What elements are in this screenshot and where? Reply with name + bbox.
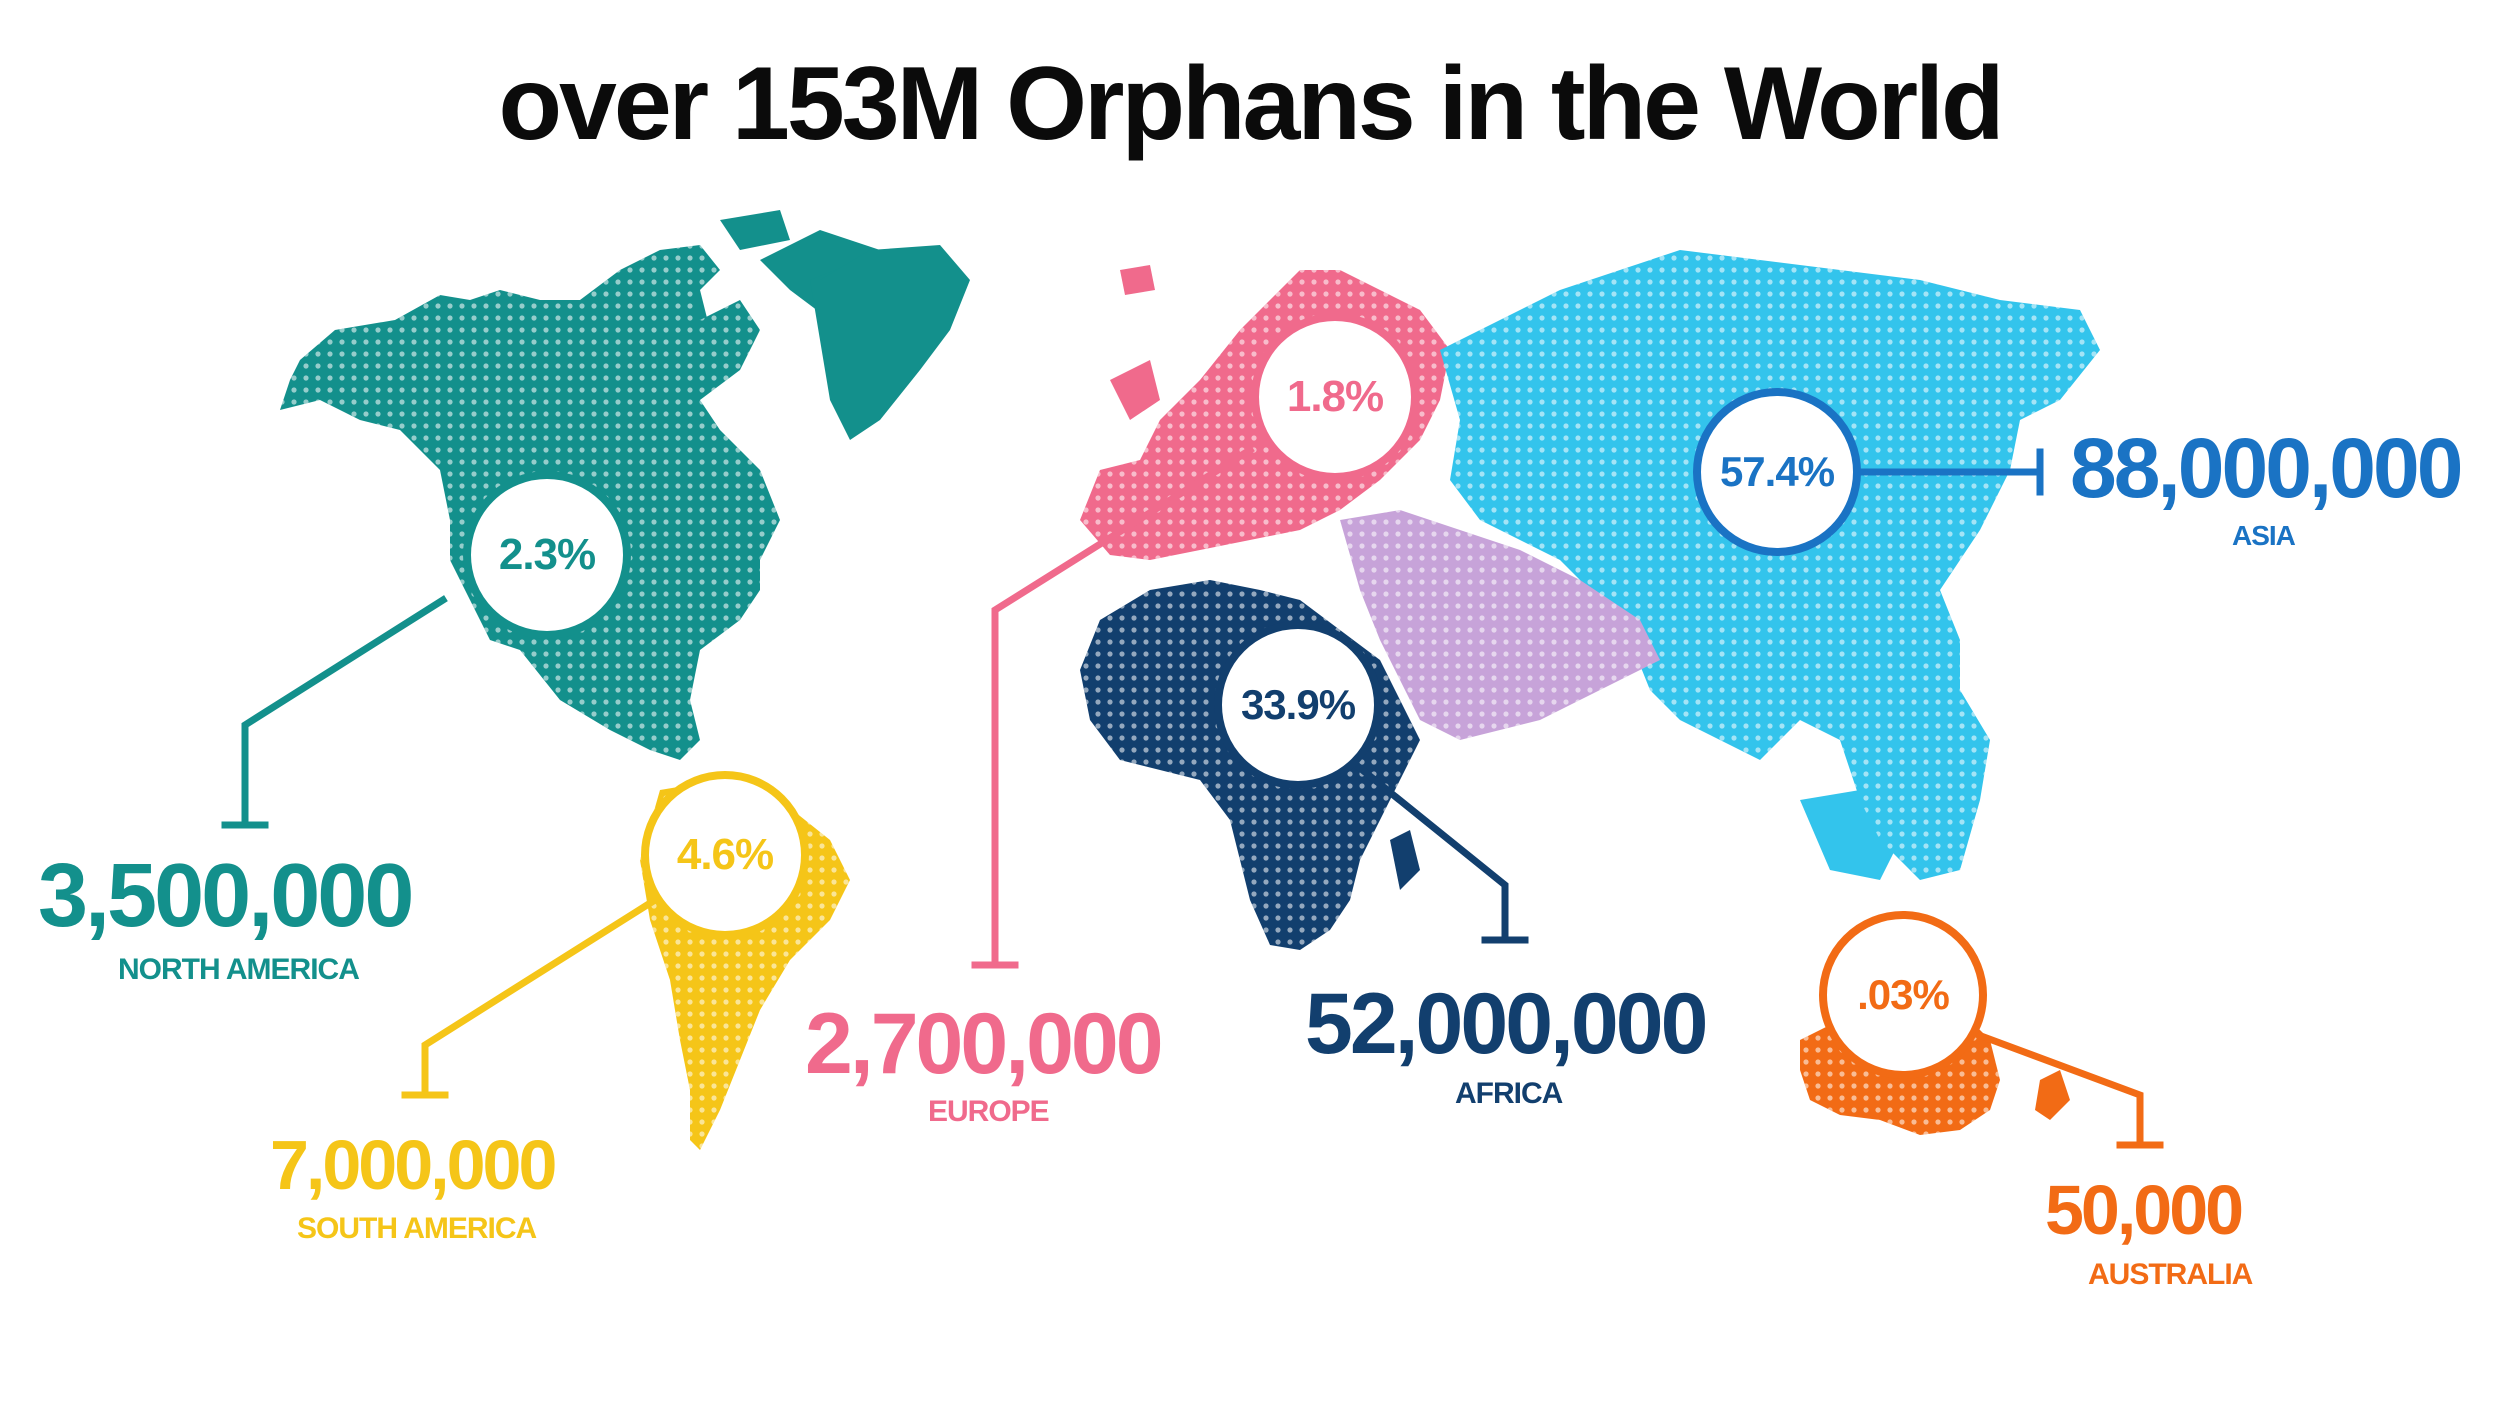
greenland-shape <box>820 245 970 440</box>
north-america-leader <box>241 595 448 829</box>
north-america-name: NORTH AMERICA <box>118 953 360 986</box>
europe-percent: 1.8% <box>1286 372 1384 421</box>
asia-percent: 57.4% <box>1719 448 1835 495</box>
north-america-count: 3,500,000 <box>38 846 414 946</box>
south-america-leader <box>421 895 660 1099</box>
south-america-count: 7,000,000 <box>270 1126 557 1204</box>
europe-name: EUROPE <box>928 1095 1050 1128</box>
australia-name: AUSTRALIA <box>2088 1258 2253 1291</box>
north-america-circle <box>463 471 631 639</box>
south-america-name: SOUTH AMERICA <box>297 1212 537 1245</box>
south-america-percent: 4.6% <box>676 830 774 879</box>
australia-leader <box>1960 1025 2144 1149</box>
middle-east-landmass <box>1340 510 1660 740</box>
asia-count: 88,000,000 <box>2070 421 2463 515</box>
north-america-landmass <box>280 210 970 760</box>
europe-circle <box>1251 313 1419 481</box>
australia-percent: .03% <box>1857 971 1950 1018</box>
africa-leader <box>1345 755 1509 944</box>
europe-leader <box>991 445 1255 969</box>
australia-count: 50,000 <box>2045 1171 2244 1249</box>
north-america-percent: 2.3% <box>498 530 596 579</box>
africa-name: AFRICA <box>1455 1077 1563 1110</box>
south-america-circle <box>641 771 809 939</box>
asia-circle <box>1693 388 1861 556</box>
africa-percent: 33.9% <box>1240 681 1356 728</box>
europe-count: 2,700,000 <box>805 996 1164 1092</box>
page-title: over 153M Orphans in the World <box>498 46 2004 162</box>
africa-count: 52,000,000 <box>1305 976 1708 1072</box>
australia-circle <box>1819 911 1987 1079</box>
africa-circle <box>1214 621 1382 789</box>
asia-landmass <box>1440 250 2100 880</box>
asia-name: ASIA <box>2232 520 2296 551</box>
